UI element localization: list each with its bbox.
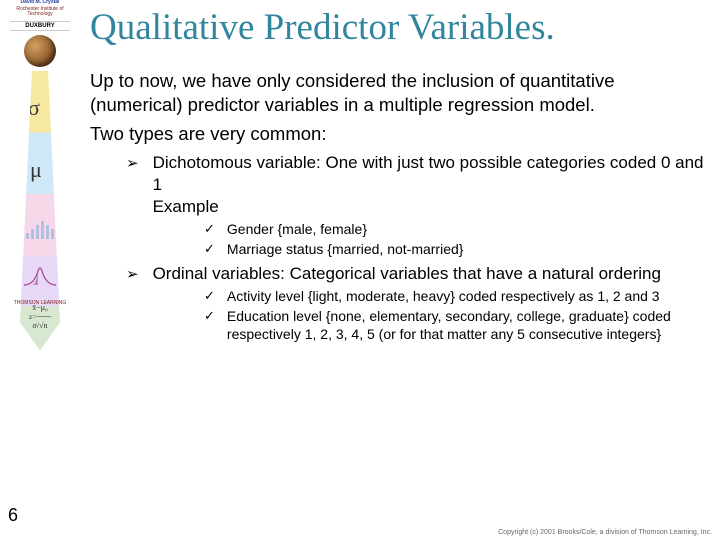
thomson-learning: THOMSON LEARNING: [5, 300, 75, 306]
check-icon: ✓: [204, 221, 215, 237]
copyright-text: Copyright (c) 2001 Brooks/Cole, a divisi…: [498, 529, 712, 536]
sigma-symbol: σ: [28, 95, 40, 121]
intro-paragraph-2: Two types are very common:: [90, 122, 710, 146]
bullet-dichotomous: ➢ Dichotomous variable: One with just tw…: [126, 152, 710, 218]
bullet-text: Dichotomous variable: One with just two …: [153, 153, 704, 194]
publisher: DUXBURY: [10, 21, 70, 31]
check-icon: ✓: [204, 308, 215, 324]
intro-paragraph-1: Up to now, we have only considered the i…: [90, 69, 710, 116]
tie-knot-icon: [24, 35, 56, 67]
tie-graphic: David M. Crystal Rochester Institute of …: [10, 0, 70, 420]
distribution-curve-icon: [24, 263, 56, 287]
check-icon: ✓: [204, 288, 215, 304]
bullet-ordinal: ➢ Ordinal variables: Categorical variabl…: [126, 263, 710, 285]
sub-bullet-gender: ✓ Gender {male, female}: [204, 220, 710, 238]
sub-bullet-marriage: ✓ Marriage status {married, not-married}: [204, 240, 710, 258]
mu-symbol: μ: [30, 157, 42, 183]
author-name: David M. Crystal: [10, 0, 70, 6]
arrow-icon: ➢: [126, 154, 139, 172]
z-formula: x̄−μ₀ z=─── σ/√n: [22, 303, 58, 330]
check-icon: ✓: [204, 241, 215, 257]
arrow-icon: ➢: [126, 265, 139, 283]
slide-title: Qualitative Predictor Variables.: [90, 6, 710, 49]
histogram-icon: [26, 217, 54, 239]
institution: Rochester Institute of Technology: [10, 7, 70, 18]
example-label: Example: [153, 197, 219, 216]
sub-bullet-list-1: ✓ Gender {male, female} ✓ Marriage statu…: [204, 220, 710, 258]
sub-bullet-activity: ✓ Activity level {light, moderate, heavy…: [204, 287, 710, 305]
sidebar: David M. Crystal Rochester Institute of …: [0, 0, 80, 540]
sub-bullet-education: ✓ Education level {none, elementary, sec…: [204, 307, 710, 343]
tie-body: σ μ x̄−μ₀ z=─── σ/√n: [16, 71, 64, 351]
page-number: 6: [8, 505, 18, 526]
slide-content: Qualitative Predictor Variables. Up to n…: [90, 6, 710, 347]
sub-bullet-list-2: ✓ Activity level {light, moderate, heavy…: [204, 287, 710, 344]
bullet-list-1: ➢ Dichotomous variable: One with just tw…: [126, 152, 710, 343]
